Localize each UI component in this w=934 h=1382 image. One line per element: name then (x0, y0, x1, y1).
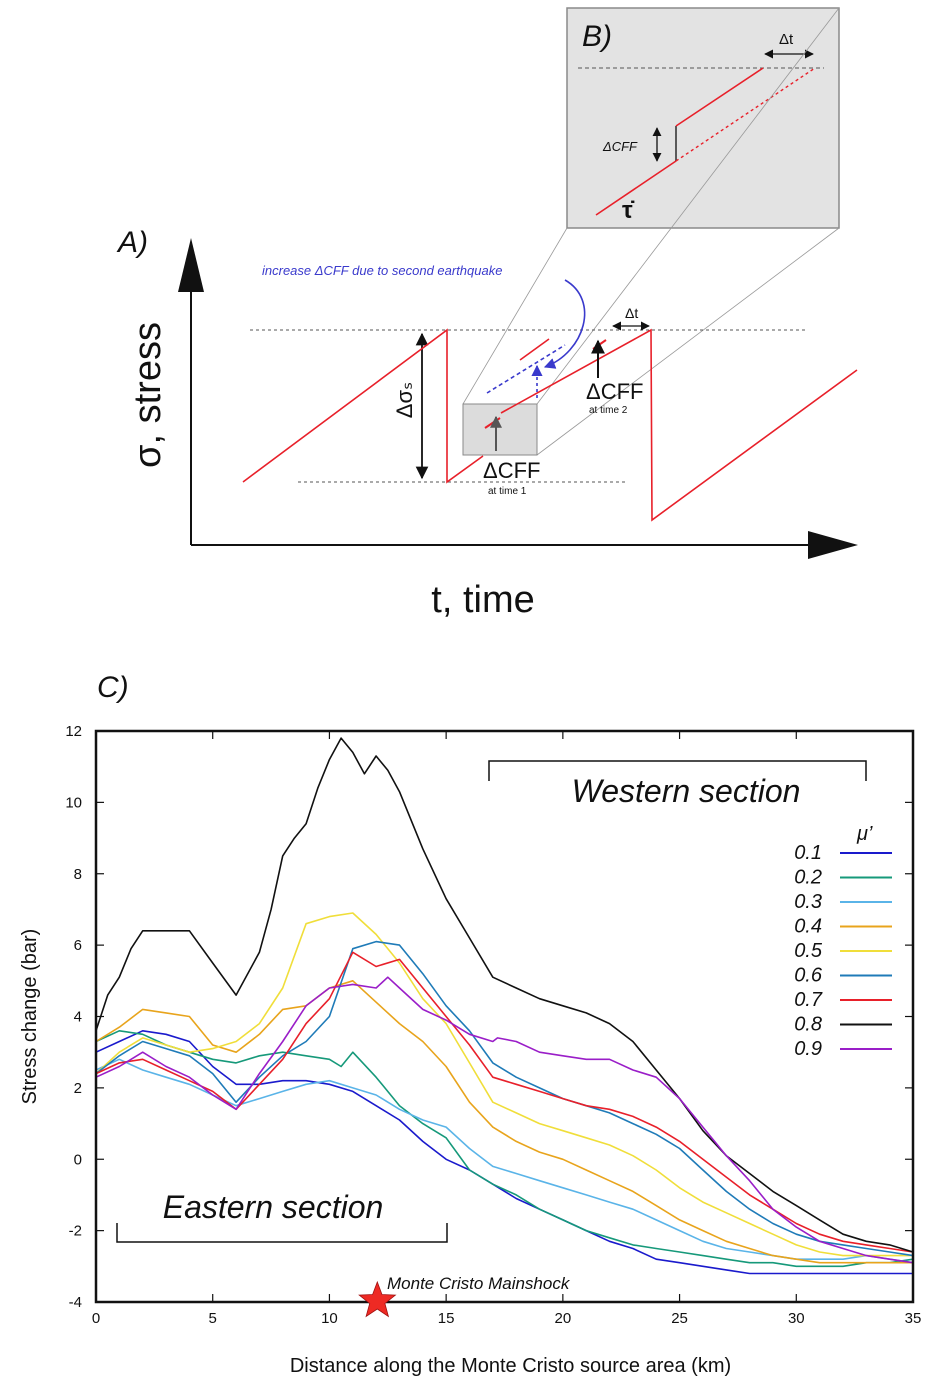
series-line-mu-0.8 (95, 737, 914, 1253)
inset-box (566, 7, 840, 229)
increase-annotation: increase ΔCFF due to second earthquake (262, 263, 502, 278)
y-tick-label: 12 (65, 723, 82, 740)
panel-c: C) 0 5 10 15 20 25 30 35 -4 -2 0 2 4 6 8 10 12 Distance a… (19, 671, 921, 1377)
tau-dot-label: τ̇ (622, 197, 635, 224)
y-tick-label: 10 (65, 794, 82, 811)
legend-label-mu-0.6: 0.6 (794, 965, 823, 987)
zoom-connector-3 (536, 227, 840, 456)
legend-label-mu-0.1: 0.1 (794, 842, 822, 864)
stress-axis-arrowhead (178, 238, 204, 292)
stress-change-chart: 0 5 10 15 20 25 30 35 -4 -2 0 2 4 6 8 10 12 Distance alon… (19, 723, 921, 1377)
time-axis-arrowhead (808, 531, 858, 559)
inset-delta-t-label: Δt (779, 31, 794, 48)
stress-axis-label: σ, stress (127, 322, 169, 468)
dcff-time2-label: ΔCFF (586, 379, 643, 404)
y-tick-label: 0 (74, 1151, 82, 1168)
x-tick-label: 5 (209, 1310, 217, 1327)
plot-frame (94, 729, 915, 1304)
y-axis-label: Stress change (bar) (19, 929, 41, 1105)
legend-label-mu-0.2: 0.2 (794, 867, 822, 889)
legend: 0.1 0.20.3 0.40.5 0.60.7 0.80.9 (794, 842, 892, 1060)
zoom-connector-1 (462, 227, 568, 405)
series-line-mu-0.4 (95, 979, 913, 1264)
y-tick-label: 8 (74, 866, 82, 883)
mainshock-label: Monte Cristo Mainshock (387, 1274, 571, 1293)
x-tick-label: 0 (92, 1310, 100, 1327)
panel-a: A) σ, stress t, time Δσₛ ΔCFF at time 1 … (116, 226, 858, 621)
series-line-mu-0.2 (95, 1030, 914, 1268)
panel-a-label: A) (116, 226, 148, 259)
y-tick-label: 2 (74, 1080, 82, 1097)
inset-dcff-label: ΔCFF (602, 139, 638, 154)
sawtooth-cycle-1 (242, 328, 484, 484)
eastern-section-label: Eastern section (163, 1189, 384, 1225)
panel-b: B) Δt ΔCFF τ̇ (566, 7, 840, 229)
delta-sigma-label: Δσₛ (392, 382, 417, 418)
blue-curved-arrow (543, 279, 586, 369)
series-line-mu-0.9 (95, 976, 914, 1264)
zoom-box (462, 403, 538, 456)
inset-loading-line-lower (595, 160, 677, 216)
legend-label-mu-0.8: 0.8 (794, 1014, 822, 1036)
panel-b-label: B) (582, 20, 612, 53)
x-tick-label: 20 (555, 1310, 572, 1327)
dcff-time1-sublabel: at time 1 (488, 486, 527, 497)
series-line-mu-0.6 (95, 940, 914, 1257)
mainshock-star-icon (358, 1280, 397, 1318)
western-section-bracket (488, 760, 867, 781)
delta-t-label: Δt (625, 305, 638, 321)
x-tick-label: 35 (905, 1310, 922, 1327)
series-line-mu-0.1 (95, 1030, 913, 1275)
legend-title: μ’ (856, 823, 873, 845)
inset-original-path-dashed (675, 67, 816, 162)
x-axis-label: Distance along the Monte Cristo source a… (290, 1355, 731, 1377)
sawtooth-cycle-2 (500, 328, 858, 522)
dcff-time2-sublabel: at time 2 (589, 405, 628, 416)
panel-c-label: C) (97, 671, 129, 704)
legend-label-mu-0.3: 0.3 (794, 891, 822, 913)
eastern-section-bracket (116, 1223, 448, 1243)
x-tick-label: 25 (671, 1310, 688, 1327)
western-section-label: Western section (572, 773, 801, 809)
x-tick-label: 10 (321, 1310, 338, 1327)
series-line-mu-0.5 (95, 912, 913, 1257)
y-tick-label: 4 (74, 1009, 82, 1026)
y-tick-label: -4 (69, 1294, 82, 1311)
legend-label-mu-0.4: 0.4 (794, 916, 822, 938)
y-tick-label: 6 (74, 937, 82, 954)
x-tick-label: 15 (438, 1310, 455, 1327)
zoom-connector-2 (536, 7, 840, 405)
time-axis-label: t, time (431, 579, 534, 621)
inset-loading-line-upper (675, 67, 764, 127)
dcff-time1-label: ΔCFF (483, 458, 540, 483)
sawtooth-segment-mid (519, 338, 550, 361)
x-tick-label: 30 (788, 1310, 805, 1327)
y-tick-label: -2 (69, 1223, 82, 1240)
legend-label-mu-0.7: 0.7 (794, 989, 823, 1011)
blue-dashed-projection (486, 344, 566, 394)
legend-label-mu-0.5: 0.5 (794, 940, 823, 962)
sawtooth-segment-dcff2 (592, 339, 607, 350)
legend-label-mu-0.9: 0.9 (794, 1038, 822, 1060)
